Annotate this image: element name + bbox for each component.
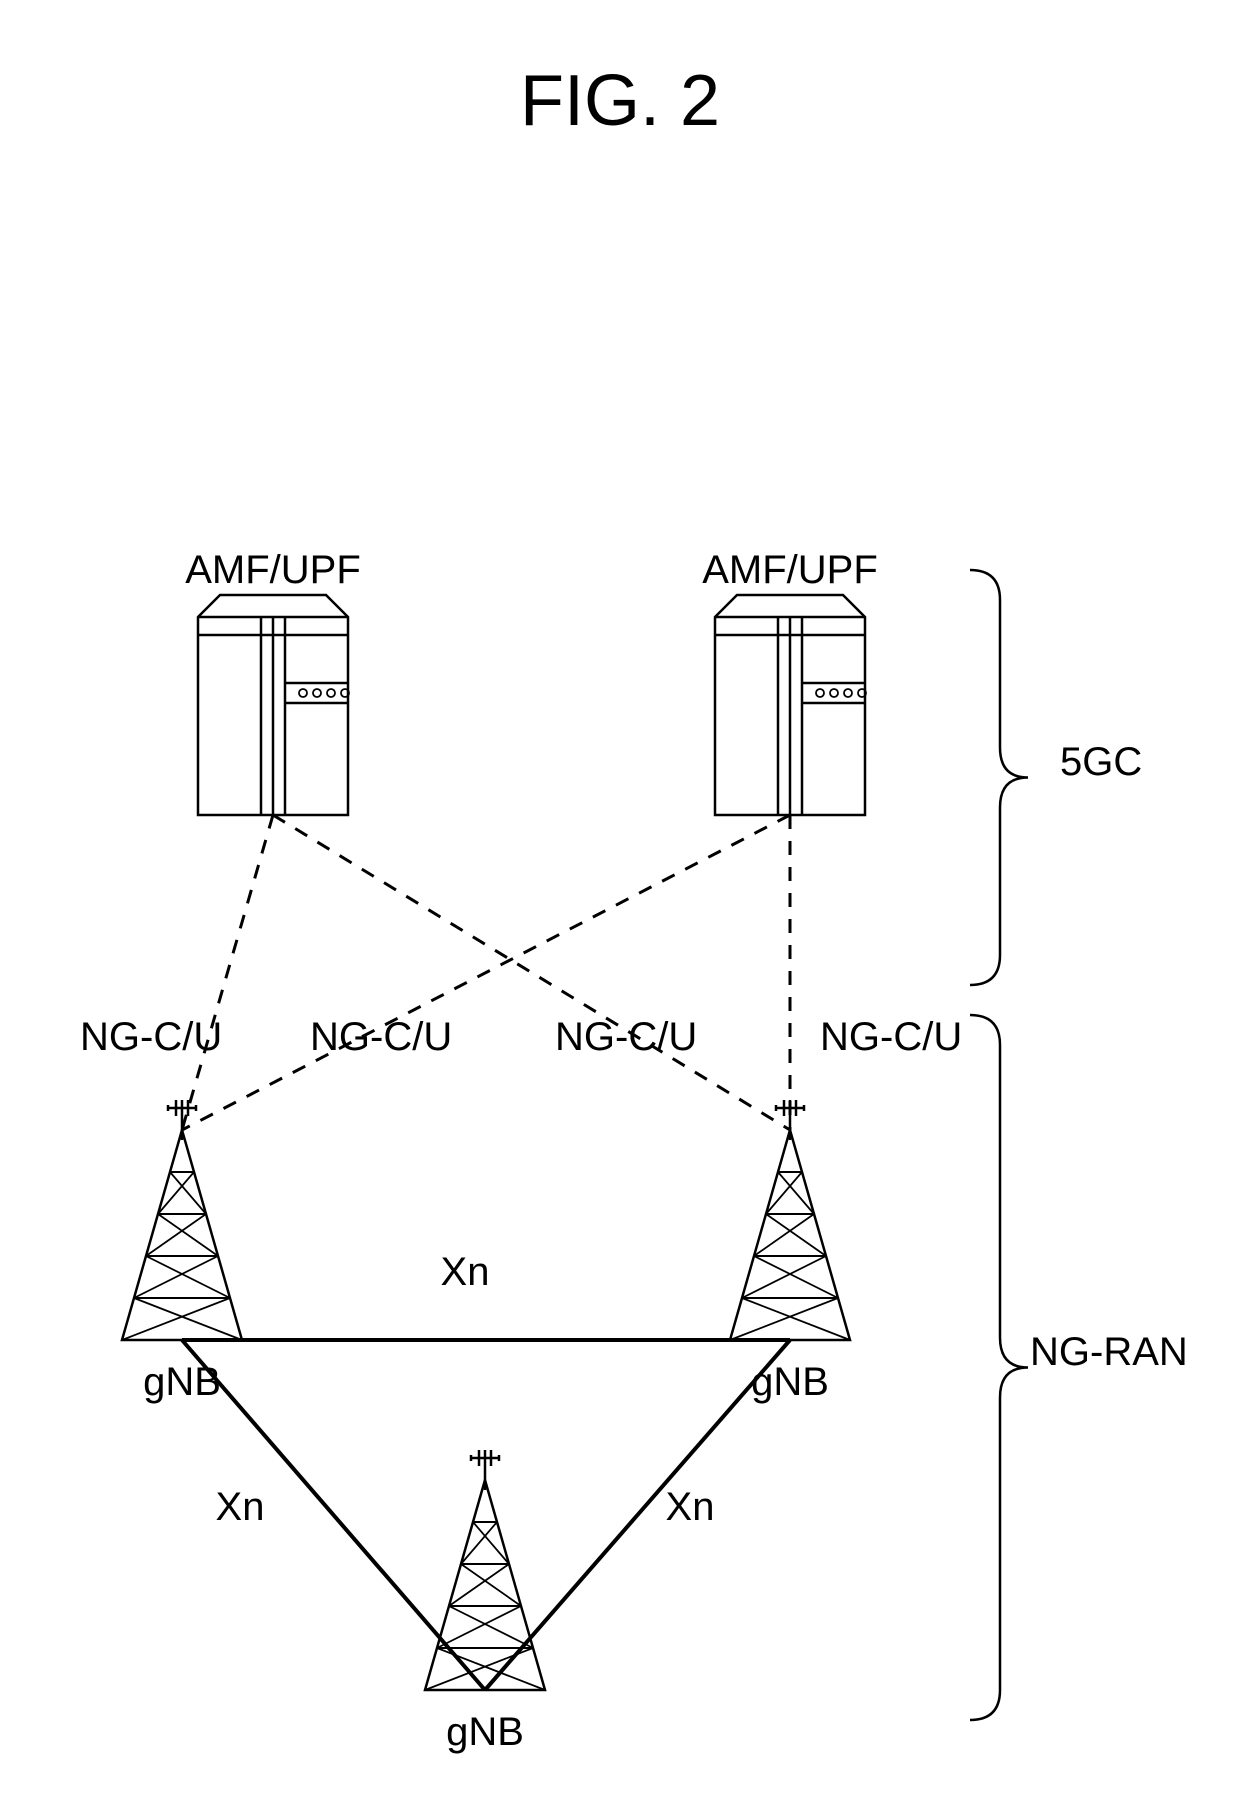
brace (970, 1015, 1028, 1720)
brace (970, 570, 1028, 985)
label: Xn (666, 1485, 715, 1529)
ng-link (273, 815, 790, 1130)
tower-icon (730, 1100, 850, 1340)
diagram-svg: NG-C/U NG-C/U NG-C/U NG-C/U Xn Xn Xn AMF/UPF AMF… (0, 0, 1240, 1809)
label: Xn (216, 1485, 265, 1529)
label: gNB (751, 1360, 829, 1404)
label: NG-C/U (80, 1015, 222, 1059)
server-icon (198, 595, 349, 815)
ng-link (182, 815, 273, 1130)
label: AMF/UPF (702, 548, 878, 592)
label: NG-RAN (1030, 1330, 1188, 1374)
label: NG-C/U (820, 1015, 962, 1059)
label: Xn (441, 1250, 490, 1294)
label: 5GC (1060, 740, 1142, 784)
tower-icon (425, 1450, 545, 1690)
server-icon (715, 595, 866, 815)
diagram-canvas: FIG. 2 NG-C/UNG-C/UNG-C/UNG-C/UXnXnXnAMF… (0, 0, 1240, 1809)
label: AMF/UPF (185, 548, 361, 592)
tower-icon (122, 1100, 242, 1340)
ng-link (182, 815, 790, 1130)
label: gNB (143, 1360, 221, 1404)
label: gNB (446, 1710, 524, 1754)
label: NG-C/U (555, 1015, 697, 1059)
label: NG-C/U (310, 1015, 452, 1059)
